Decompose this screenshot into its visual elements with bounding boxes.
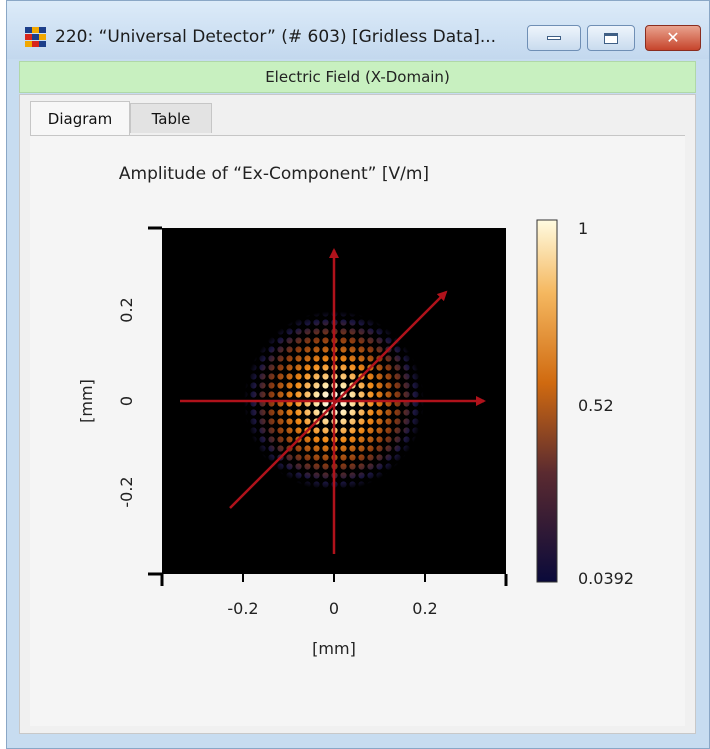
app-icon <box>25 27 47 47</box>
app-window: 220: “Universal Detector” (# 603) [Gridl… <box>6 0 710 749</box>
tab-table[interactable]: Table <box>130 103 212 133</box>
colorbar-tick-label: 0.0392 <box>578 569 634 588</box>
y-tick-label: 0 <box>117 396 136 406</box>
x-tick-label: 0.2 <box>412 599 437 618</box>
maximize-button[interactable] <box>587 25 635 51</box>
colorbar <box>536 219 558 583</box>
diagram-panel: Amplitude of “Ex-Component” [V/m] <box>30 135 685 726</box>
domain-header: Electric Field (X-Domain) <box>19 61 696 93</box>
colorbar-tick-label: 1 <box>578 219 588 238</box>
x-tick-label: 0 <box>329 599 339 618</box>
maximize-icon <box>604 32 618 44</box>
x-tick-label: -0.2 <box>227 599 258 618</box>
plot-title: Amplitude of “Ex-Component” [V/m] <box>119 164 429 184</box>
colorbar-tick-label: 0.52 <box>578 396 614 415</box>
annotation-arrows <box>180 248 486 554</box>
axis-frame-ticks <box>148 226 508 586</box>
tab-diagram[interactable]: Diagram <box>30 101 130 135</box>
diagonal-arrow <box>229 290 448 509</box>
window-title: 220: “Universal Detector” (# 603) [Gridl… <box>55 27 497 47</box>
close-icon: ✕ <box>666 28 680 47</box>
content-area: Diagram Table <box>19 94 696 734</box>
y-tick-label: -0.2 <box>117 476 136 507</box>
minimize-button[interactable] <box>527 25 581 51</box>
y-axis-label: [mm] <box>77 379 96 423</box>
x-ticks <box>242 574 426 582</box>
close-button[interactable]: ✕ <box>645 25 701 51</box>
y-tick-label: 0.2 <box>117 297 136 322</box>
x-axis-label: [mm] <box>312 639 356 658</box>
minimize-icon <box>547 36 561 40</box>
title-bar[interactable]: 220: “Universal Detector” (# 603) [Gridl… <box>7 1 709 59</box>
field-plot: Amplitude of “Ex-Component” [V/m] <box>77 164 634 658</box>
